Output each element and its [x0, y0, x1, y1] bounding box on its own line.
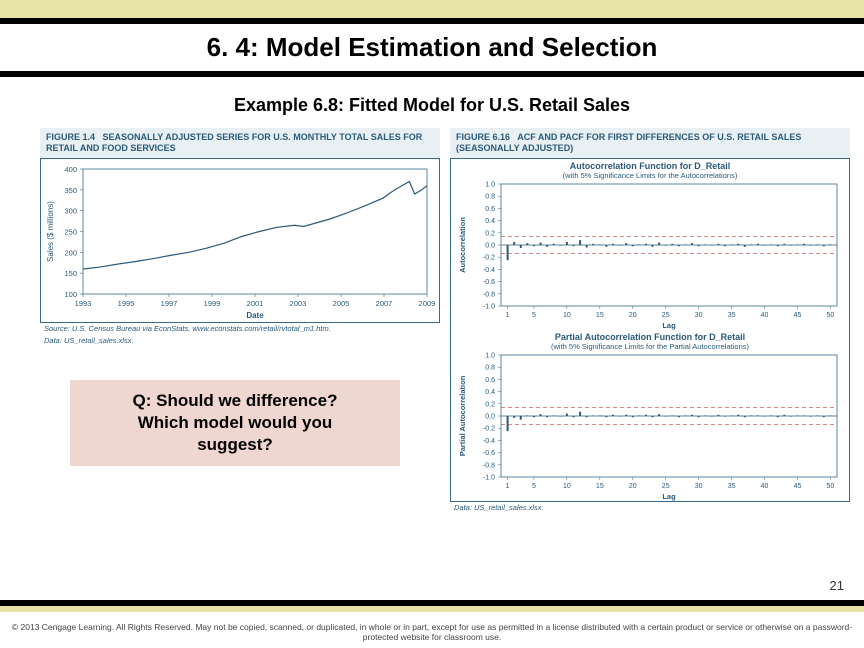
- question-box: Q: Should we difference? Which model wou…: [70, 380, 400, 466]
- figure-left-caption: FIGURE 1.4 SEASONALLY ADJUSTED SERIES FO…: [40, 128, 440, 158]
- question-line1: Q: Should we difference?: [84, 390, 386, 412]
- figure-right-data-note: Data: US_retail_sales.xlsx.: [450, 502, 850, 515]
- svg-text:-0.6: -0.6: [483, 279, 495, 286]
- svg-text:2001: 2001: [247, 299, 264, 308]
- svg-text:150: 150: [64, 269, 77, 278]
- line-chart-box: 100 150 200 250 300 350 400 1993 1995 1997 1999 200…: [40, 158, 440, 323]
- svg-text:Autocorrelation: Autocorrelation: [458, 216, 467, 272]
- pacf-chart: -1.0-0.8-0.6-0.4-0.20.00.20.40.60.81.015…: [451, 351, 849, 501]
- svg-text:15: 15: [596, 312, 604, 319]
- svg-text:30: 30: [695, 483, 703, 490]
- svg-text:1.0: 1.0: [485, 181, 495, 188]
- subtitle: Example 6.8: Fitted Model for U.S. Retai…: [0, 95, 864, 116]
- svg-text:30: 30: [695, 312, 703, 319]
- svg-text:-0.2: -0.2: [483, 254, 495, 261]
- svg-text:Lag: Lag: [662, 492, 676, 501]
- acf-chart: -1.0-0.8-0.6-0.4-0.20.00.20.40.60.81.015…: [451, 180, 849, 330]
- svg-text:35: 35: [728, 483, 736, 490]
- svg-text:50: 50: [827, 312, 835, 319]
- figure-left-source: Source: U.S. Census Bureau via EconStats…: [40, 323, 440, 336]
- pacf-sub: (with 5% Significance Limits for the Par…: [451, 342, 849, 351]
- svg-text:2007: 2007: [376, 299, 393, 308]
- fig-caption-text: SEASONALLY ADJUSTED SERIES FOR U.S. MONT…: [46, 132, 422, 153]
- svg-text:-0.4: -0.4: [483, 266, 495, 273]
- question-line2: Which model would you: [84, 412, 386, 434]
- svg-text:0.4: 0.4: [485, 389, 495, 396]
- svg-text:200: 200: [64, 248, 77, 257]
- svg-text:2009: 2009: [419, 299, 436, 308]
- title-bar: 6. 4: Model Estimation and Selection: [0, 18, 864, 77]
- svg-text:40: 40: [761, 483, 769, 490]
- question-line3: suggest?: [84, 434, 386, 456]
- acf-chart-box: Autocorrelation Function for D_Retail (w…: [450, 158, 850, 330]
- fig-label-r: FIGURE 6.16: [456, 132, 510, 142]
- svg-text:-0.8: -0.8: [483, 291, 495, 298]
- svg-text:1: 1: [506, 483, 510, 490]
- svg-text:-0.8: -0.8: [483, 462, 495, 469]
- copyright: © 2013 Cengage Learning. All Rights Rese…: [0, 622, 864, 642]
- svg-text:0.2: 0.2: [485, 230, 495, 237]
- svg-text:-0.2: -0.2: [483, 425, 495, 432]
- svg-text:Date: Date: [246, 311, 264, 320]
- svg-text:350: 350: [64, 185, 77, 194]
- page-title: 6. 4: Model Estimation and Selection: [0, 32, 864, 63]
- svg-text:10: 10: [563, 483, 571, 490]
- svg-text:0.4: 0.4: [485, 218, 495, 225]
- acf-sub: (with 5% Significance Limits for the Aut…: [451, 171, 849, 180]
- svg-text:45: 45: [794, 483, 802, 490]
- svg-text:35: 35: [728, 312, 736, 319]
- svg-text:5: 5: [532, 483, 536, 490]
- svg-text:10: 10: [563, 312, 571, 319]
- svg-text:20: 20: [629, 312, 637, 319]
- svg-text:100: 100: [64, 290, 77, 299]
- svg-text:1995: 1995: [118, 299, 135, 308]
- svg-text:50: 50: [827, 483, 835, 490]
- svg-text:1: 1: [506, 312, 510, 319]
- svg-text:1999: 1999: [204, 299, 221, 308]
- svg-text:1.0: 1.0: [485, 352, 495, 359]
- figure-right: FIGURE 6.16 ACF AND PACF FOR FIRST DIFFE…: [450, 128, 850, 514]
- svg-text:2005: 2005: [333, 299, 350, 308]
- svg-text:0.6: 0.6: [485, 205, 495, 212]
- page-number: 21: [830, 578, 844, 593]
- svg-text:0.6: 0.6: [485, 376, 495, 383]
- svg-text:0.8: 0.8: [485, 193, 495, 200]
- svg-text:20: 20: [629, 483, 637, 490]
- svg-text:0.0: 0.0: [485, 413, 495, 420]
- svg-text:250: 250: [64, 227, 77, 236]
- svg-text:25: 25: [662, 312, 670, 319]
- svg-text:1997: 1997: [161, 299, 178, 308]
- svg-text:15: 15: [596, 483, 604, 490]
- svg-text:Partial Autocorrelation: Partial Autocorrelation: [458, 375, 467, 456]
- svg-text:40: 40: [761, 312, 769, 319]
- svg-text:0.0: 0.0: [485, 242, 495, 249]
- svg-text:1993: 1993: [75, 299, 92, 308]
- footer-yellow-band: [0, 606, 864, 612]
- pacf-chart-box: Partial Autocorrelation Function for D_R…: [450, 330, 850, 502]
- svg-text:-1.0: -1.0: [483, 474, 495, 481]
- retail-line-chart: 100 150 200 250 300 350 400 1993 1995 1997 1999 200…: [41, 159, 439, 322]
- svg-text:Sales ($ millions): Sales ($ millions): [46, 200, 55, 261]
- svg-text:25: 25: [662, 483, 670, 490]
- pacf-title: Partial Autocorrelation Function for D_R…: [451, 330, 849, 342]
- svg-text:-0.4: -0.4: [483, 437, 495, 444]
- svg-text:300: 300: [64, 206, 77, 215]
- figure-left-data-note: Data: US_retail_sales.xlsx.: [40, 335, 440, 348]
- fig-label: FIGURE 1.4: [46, 132, 95, 142]
- svg-text:45: 45: [794, 312, 802, 319]
- acf-title: Autocorrelation Function for D_Retail: [451, 159, 849, 171]
- svg-text:2003: 2003: [290, 299, 307, 308]
- figure-right-caption: FIGURE 6.16 ACF AND PACF FOR FIRST DIFFE…: [450, 128, 850, 158]
- svg-text:Lag: Lag: [662, 321, 676, 330]
- svg-text:-1.0: -1.0: [483, 303, 495, 310]
- svg-text:5: 5: [532, 312, 536, 319]
- top-yellow-band: [0, 0, 864, 18]
- svg-text:0.8: 0.8: [485, 364, 495, 371]
- svg-text:0.2: 0.2: [485, 401, 495, 408]
- svg-text:-0.6: -0.6: [483, 450, 495, 457]
- svg-text:400: 400: [64, 165, 77, 174]
